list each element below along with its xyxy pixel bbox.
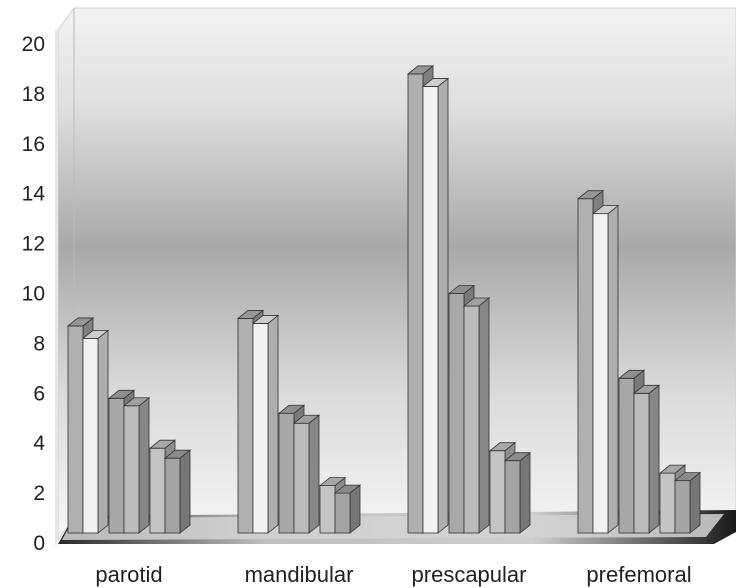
bar-prefemoral-4 <box>632 384 661 534</box>
chart-background <box>57 7 736 544</box>
y-axis: 0 2 4 6 8 10 12 14 16 18 20 <box>22 30 57 555</box>
x-category-label: parotid <box>95 562 162 587</box>
bar-parotid-6 <box>163 449 192 534</box>
y-tick-label: 6 <box>33 382 45 405</box>
y-tick-label: 0 <box>33 532 45 555</box>
bars <box>66 65 702 534</box>
bar-prefemoral-6 <box>673 471 702 534</box>
bar-parotid-2 <box>81 329 110 534</box>
floor-top <box>62 514 724 540</box>
x-category-label: mandibular <box>245 562 354 587</box>
bar-parotid-4 <box>122 396 151 534</box>
y-tick-label: 18 <box>22 83 45 106</box>
y-tick-label: 14 <box>22 183 46 206</box>
y-tick-label: 8 <box>33 332 45 355</box>
bar-prescapular-4 <box>462 297 491 534</box>
y-tick-label: 4 <box>33 432 45 455</box>
bar-prefemoral-2 <box>591 204 620 534</box>
y-tick-label: 10 <box>22 283 45 306</box>
bar-mandibular-6 <box>333 484 362 534</box>
y-tick-label: 20 <box>22 33 45 56</box>
y-tick-label: 12 <box>22 233 45 256</box>
x-category-label: prescapular <box>412 562 527 587</box>
y-tick-label: 2 <box>33 482 45 505</box>
bar-mandibular-2 <box>251 314 280 534</box>
x-category-label: prefemoral <box>586 562 691 587</box>
bar-mandibular-4 <box>292 414 321 534</box>
bar-prescapular-6 <box>503 451 532 534</box>
category-labels: parotid mandibular prescapular prefemoral <box>95 562 691 587</box>
bar-prescapular-2 <box>421 77 450 534</box>
y-tick-label: 16 <box>22 133 45 156</box>
